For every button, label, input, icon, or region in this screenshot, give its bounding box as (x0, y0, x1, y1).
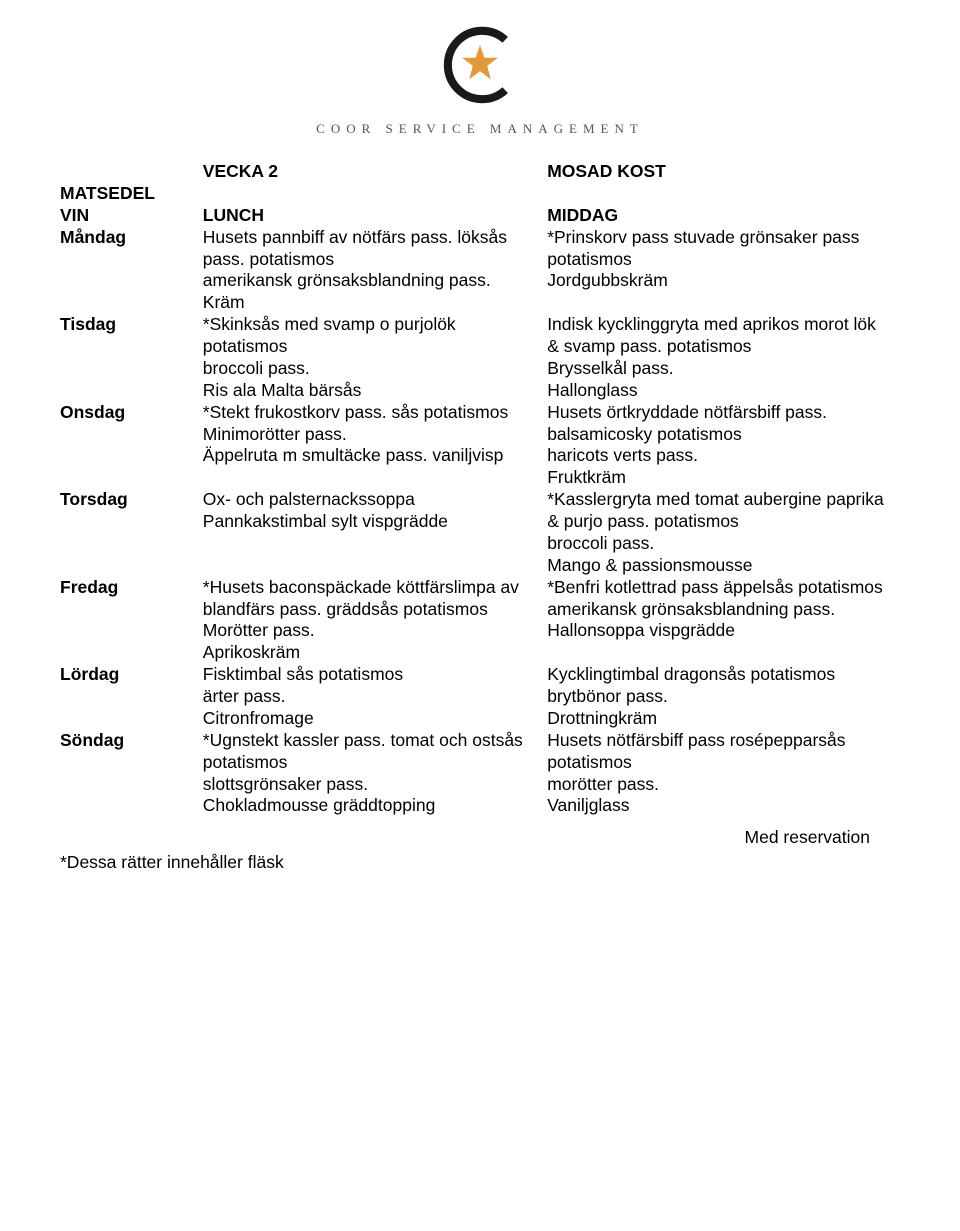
lunch-fri: *Husets baconspäckade köttfärslimpa av b… (203, 577, 547, 665)
day-label-sat: Lördag (60, 664, 203, 730)
document-page: COOR SERVICE MANAGEMENT VECKA 2 MOSAD KO… (0, 0, 960, 903)
lunch-sat: Fisktimbal sås potatismosärter pass.Citr… (203, 664, 547, 730)
day-label-mon: Måndag (60, 227, 203, 315)
lunch-wed: *Stekt frukostkorv pass. sås potatismosM… (203, 402, 547, 490)
day-label-sun: Söndag (60, 730, 203, 818)
lunch-thu: Ox- och palsternackssoppaPannkakstimbal … (203, 489, 547, 577)
hdr-matsedel: MATSEDEL (60, 183, 203, 205)
day-label-tue: Tisdag (60, 314, 203, 402)
dinner-thu: *Kasslergryta med tomat aubergine paprik… (547, 489, 900, 577)
day-label-fri: Fredag (60, 577, 203, 665)
footer-note: *Dessa rätter innehåller fläsk (60, 852, 900, 873)
company-name: COOR SERVICE MANAGEMENT (60, 121, 900, 137)
dinner-mon: *Prinskorv pass stuvade grönsaker pass p… (547, 227, 900, 315)
dinner-sat: Kycklingtimbal dragonsås potatismos bryt… (547, 664, 900, 730)
dinner-tue: Indisk kycklinggryta med aprikos morot l… (547, 314, 900, 402)
lunch-mon: Husets pannbiff av nötfärs pass. löksås … (203, 227, 547, 315)
logo-block: COOR SERVICE MANAGEMENT (60, 20, 900, 137)
hdr-week: VECKA 2 (203, 161, 547, 183)
dinner-wed: Husets örtkryddade nötfärsbiff pass. bal… (547, 402, 900, 490)
hdr-lunch: LUNCH (203, 205, 547, 227)
hdr-vin: VIN (60, 205, 203, 227)
dinner-fri: *Benfri kotlettrad pass äppelsås potatis… (547, 577, 900, 665)
menu-table: VECKA 2 MOSAD KOST MATSEDEL VIN LUNCH MI… (60, 161, 900, 817)
lunch-sun: *Ugnstekt kassler pass. tomat och ostsås… (203, 730, 547, 818)
day-label-thu: Torsdag (60, 489, 203, 577)
hdr-blank (60, 161, 203, 183)
footer-reservation: Med reservation (60, 827, 900, 848)
day-label-wed: Onsdag (60, 402, 203, 490)
hdr-diet: MOSAD KOST (547, 161, 900, 183)
dinner-sun: Husets nötfärsbiff pass rosépepparsås po… (547, 730, 900, 818)
lunch-tue: *Skinksås med svamp o purjolök potatismo… (203, 314, 547, 402)
logo-icon (435, 20, 525, 110)
hdr-middag: MIDDAG (547, 205, 900, 227)
